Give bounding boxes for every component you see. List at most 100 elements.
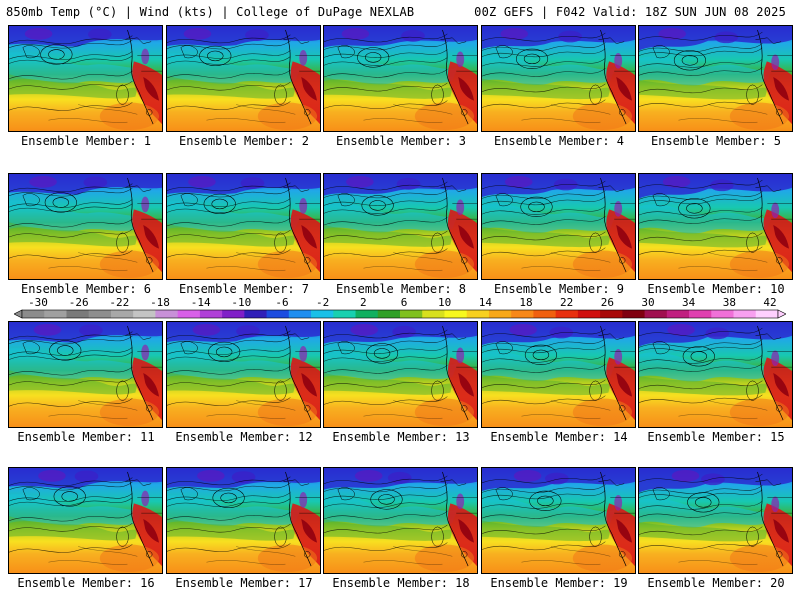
ensemble-map-1 xyxy=(8,25,163,132)
ensemble-member-label: Ensemble Member: 17 xyxy=(175,576,313,590)
colorbar-swatch xyxy=(199,310,223,318)
temperature-map xyxy=(324,468,477,573)
ensemble-member-label: Ensemble Member: 8 xyxy=(335,282,467,296)
ensemble-member-label: Ensemble Member: 20 xyxy=(647,576,785,590)
ensemble-member-label: Ensemble Member: 2 xyxy=(178,134,310,148)
colorbar-swatch xyxy=(88,310,112,318)
ensemble-map-6 xyxy=(8,173,163,280)
temperature-map xyxy=(639,322,792,427)
colorbar-swatch xyxy=(755,310,779,318)
ensemble-map-7 xyxy=(166,173,321,280)
colorbar-scale xyxy=(14,309,786,319)
temperature-map xyxy=(167,26,320,131)
colorbar-swatch xyxy=(711,310,734,318)
colorbar-swatch xyxy=(44,310,67,318)
ensemble-member-label: Ensemble Member: 3 xyxy=(335,134,467,148)
temperature-map xyxy=(482,174,635,279)
colorbar-tick-label: -30 xyxy=(28,296,48,309)
temperature-map xyxy=(167,174,320,279)
colorbar-swatch xyxy=(422,310,445,318)
temperature-map xyxy=(9,322,162,427)
colorbar-swatch xyxy=(311,310,334,318)
ensemble-map-18 xyxy=(323,467,478,574)
header-title: 850mb Temp (°C) | Wind (kts) | College o… xyxy=(6,5,415,19)
colorbar-tick-label: -26 xyxy=(68,296,89,309)
temperature-map xyxy=(9,26,162,131)
ensemble-map-19 xyxy=(481,467,636,574)
ensemble-map-16 xyxy=(8,467,163,574)
temperature-map xyxy=(639,26,792,131)
colorbar-swatch xyxy=(355,310,379,318)
ensemble-map-14 xyxy=(481,321,636,428)
colorbar-left-arrow xyxy=(14,309,23,319)
colorbar-tick-label: 14 xyxy=(478,296,492,309)
ensemble-member-label: Ensemble Member: 13 xyxy=(332,430,470,444)
ensemble-map-3 xyxy=(323,25,478,132)
colorbar-swatch xyxy=(622,310,645,318)
colorbar-swatch xyxy=(666,310,690,318)
colorbar-tick-label: 34 xyxy=(682,296,696,309)
ensemble-member-label: Ensemble Member: 7 xyxy=(178,282,310,296)
ensemble-member-label: Ensemble Member: 10 xyxy=(647,282,785,296)
ensemble-map-5 xyxy=(638,25,793,132)
colorbar-swatch xyxy=(222,310,245,318)
colorbar-swatch xyxy=(110,310,134,318)
ensemble-member-label: Ensemble Member: 6 xyxy=(20,282,152,296)
temperature-map xyxy=(482,322,635,427)
ensemble-map-11 xyxy=(8,321,163,428)
colorbar-swatch xyxy=(488,310,512,318)
ensemble-map-17 xyxy=(166,467,321,574)
colorbar-tick-label: -14 xyxy=(190,296,211,309)
ensemble-member-label: Ensemble Member: 4 xyxy=(493,134,625,148)
colorbar-tick-label: -10 xyxy=(231,296,252,309)
temperature-map xyxy=(639,174,792,279)
temperature-map xyxy=(324,174,477,279)
colorbar-tick-label: -2 xyxy=(316,296,330,309)
colorbar-swatch xyxy=(577,310,601,318)
ensemble-member-label: Ensemble Member: 12 xyxy=(175,430,313,444)
colorbar-swatch xyxy=(533,310,557,318)
ensemble-map-13 xyxy=(323,321,478,428)
colorbar-swatch xyxy=(377,310,401,318)
colorbar-tick-label: -18 xyxy=(150,296,170,309)
ensemble-map-4 xyxy=(481,25,636,132)
colorbar-tick-label: 6 xyxy=(400,296,408,309)
temperature-map xyxy=(324,322,477,427)
ensemble-member-label: Ensemble Member: 19 xyxy=(490,576,628,590)
ensemble-member-label: Ensemble Member: 9 xyxy=(493,282,625,296)
colorbar-ticks: -30 -26 -22 -18 -14 -10 -6 -2 2 6 10 14 18 22 26 30 34 38… xyxy=(14,296,786,309)
colorbar-tick-label: 30 xyxy=(641,296,655,309)
temperature-map xyxy=(9,468,162,573)
colorbar-tick-label: 38 xyxy=(722,296,736,309)
temperature-map xyxy=(482,468,635,573)
ensemble-map-9 xyxy=(481,173,636,280)
temperature-map xyxy=(167,468,320,573)
colorbar-tick-label: 2 xyxy=(360,296,367,309)
colorbar-swatch xyxy=(400,310,423,318)
colorbar-swatch xyxy=(244,310,267,318)
ensemble-map-12 xyxy=(166,321,321,428)
ensemble-member-label: Ensemble Member: 16 xyxy=(17,576,155,590)
ensemble-map-8 xyxy=(323,173,478,280)
colorbar-swatch xyxy=(66,310,90,318)
ensemble-member-label: Ensemble Member: 18 xyxy=(332,576,470,590)
colorbar-tick-label: 26 xyxy=(600,296,614,309)
ensemble-member-label: Ensemble Member: 11 xyxy=(17,430,155,444)
ensemble-member-label: Ensemble Member: 15 xyxy=(647,430,785,444)
header-valid-time: 00Z GEFS | F042 Valid: 18Z SUN JUN 08 20… xyxy=(474,5,786,19)
colorbar-swatch xyxy=(133,310,156,318)
colorbar-tick-label: 22 xyxy=(560,296,574,309)
colorbar-swatch xyxy=(155,310,179,318)
colorbar-swatch xyxy=(644,310,668,318)
colorbar-swatch xyxy=(511,310,534,318)
colorbar-tick-label: 10 xyxy=(438,296,452,309)
temperature-colorbar: -30 -26 -22 -18 -14 -10 -6 -2 2 6 10 14 18 22 26 30 34 38… xyxy=(14,296,786,326)
ensemble-map-15 xyxy=(638,321,793,428)
ensemble-map-2 xyxy=(166,25,321,132)
colorbar-swatch xyxy=(177,310,201,318)
colorbar-tick-label: 18 xyxy=(519,296,533,309)
colorbar-right-arrow xyxy=(777,309,786,319)
colorbar-swatch xyxy=(288,310,312,318)
temperature-map xyxy=(167,322,320,427)
